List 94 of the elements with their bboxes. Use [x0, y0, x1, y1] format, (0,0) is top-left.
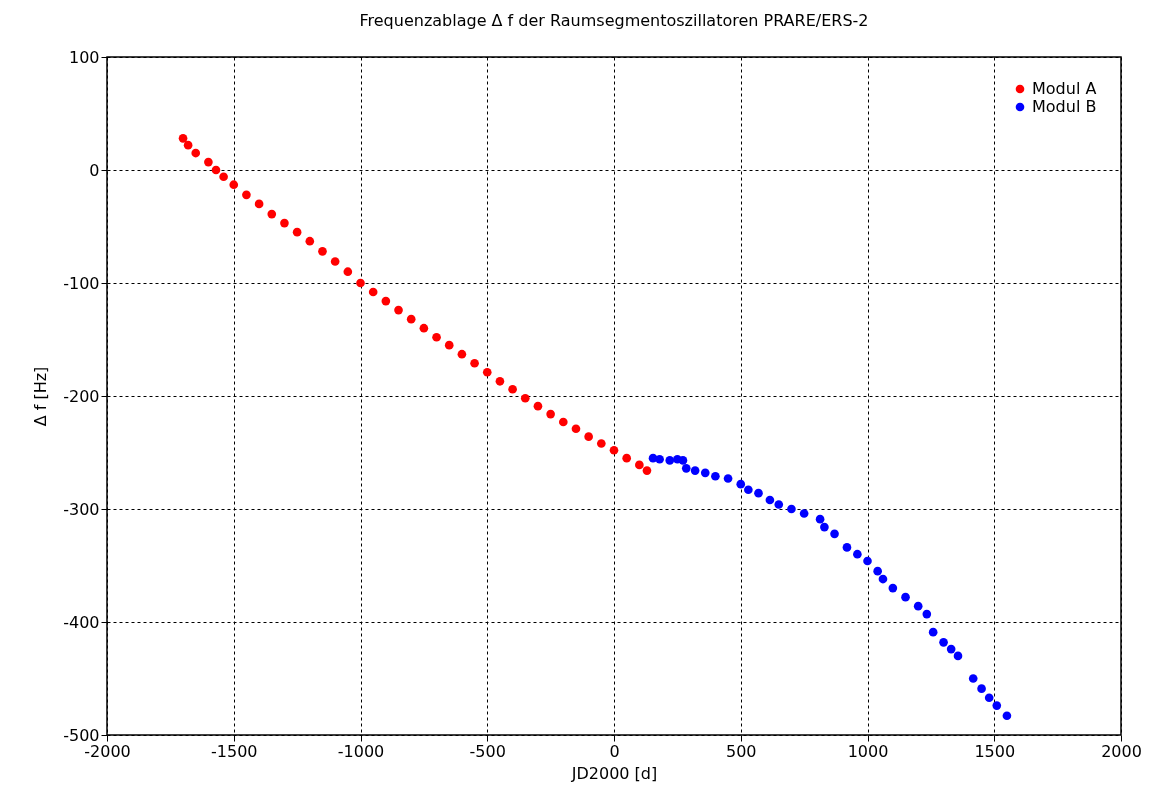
point	[609, 445, 619, 455]
x-tick-label: 2000	[1101, 741, 1142, 761]
point	[700, 468, 710, 478]
point	[546, 409, 555, 419]
point	[723, 474, 733, 483]
point	[191, 148, 201, 158]
point	[968, 674, 978, 683]
point	[1002, 711, 1012, 721]
point	[343, 267, 353, 277]
point	[842, 543, 852, 552]
point	[280, 218, 289, 228]
point	[219, 172, 228, 182]
point	[495, 376, 505, 386]
y-tick-label: 100	[68, 47, 100, 67]
legend-label: Modul B	[1032, 97, 1097, 116]
point	[853, 549, 862, 559]
point	[470, 358, 479, 368]
point	[204, 157, 213, 167]
point	[873, 566, 882, 576]
x-axis-title: JD2000 [d]	[570, 763, 658, 783]
point	[992, 701, 1002, 710]
y-axis-title: Δ f [Hz]	[31, 366, 51, 427]
point	[267, 209, 277, 219]
point	[406, 314, 416, 324]
point	[946, 644, 956, 654]
point	[318, 247, 327, 256]
point	[183, 140, 193, 150]
y-tick-label: 0	[89, 160, 100, 180]
point	[622, 453, 631, 463]
point	[787, 504, 796, 514]
point	[558, 417, 568, 427]
point	[901, 592, 910, 602]
legend-label: Modul A	[1032, 79, 1097, 98]
point	[432, 332, 441, 342]
point	[655, 454, 664, 464]
point	[178, 134, 188, 143]
x-tick-label: -1000	[337, 741, 385, 761]
point	[878, 574, 888, 584]
point	[330, 257, 340, 266]
point	[913, 601, 923, 611]
point	[820, 522, 829, 532]
point	[799, 509, 809, 518]
point	[533, 401, 543, 411]
point	[830, 529, 839, 539]
point	[520, 393, 530, 403]
point	[457, 349, 467, 359]
x-tick-label: 500	[725, 741, 757, 761]
point	[977, 684, 986, 693]
point	[815, 514, 825, 524]
point	[928, 627, 938, 637]
point	[678, 456, 688, 465]
x-tick-label: -1500	[211, 741, 258, 761]
point	[508, 384, 517, 394]
point	[242, 190, 251, 200]
point	[381, 296, 391, 306]
chart-title: Frequenzablage Δ f der Raumsegmentoszillatoren PRARE/ERS-2	[359, 11, 869, 30]
point	[863, 556, 872, 566]
point	[394, 305, 403, 315]
x-tick-label: 0	[609, 741, 620, 761]
x-tick-label: 1500	[974, 741, 1016, 761]
point	[744, 485, 753, 495]
x-tick-label: -500	[469, 741, 506, 761]
point	[635, 460, 644, 470]
point	[939, 638, 948, 647]
point	[754, 488, 763, 498]
point	[356, 278, 365, 288]
point	[597, 439, 606, 448]
point	[665, 456, 675, 465]
point	[642, 466, 652, 475]
point	[922, 609, 932, 619]
point	[254, 199, 264, 209]
point	[292, 227, 302, 237]
x-tick-label: 1000	[847, 741, 889, 761]
point	[690, 466, 700, 475]
y-tick-label: -100	[63, 273, 100, 293]
point	[774, 500, 784, 509]
point	[765, 495, 775, 505]
point	[888, 583, 898, 593]
y-tick-label: -200	[63, 386, 100, 406]
y-tick-label: -400	[63, 612, 100, 632]
point	[305, 236, 315, 246]
y-tick-label: -300	[63, 499, 100, 519]
point	[482, 367, 492, 377]
point	[444, 340, 454, 350]
point	[229, 180, 239, 190]
point	[736, 479, 746, 489]
point	[571, 424, 581, 434]
point	[711, 471, 720, 481]
point	[368, 287, 378, 297]
point	[984, 693, 994, 703]
point	[584, 432, 593, 441]
point	[953, 651, 963, 661]
point	[419, 323, 429, 333]
point	[681, 464, 691, 473]
